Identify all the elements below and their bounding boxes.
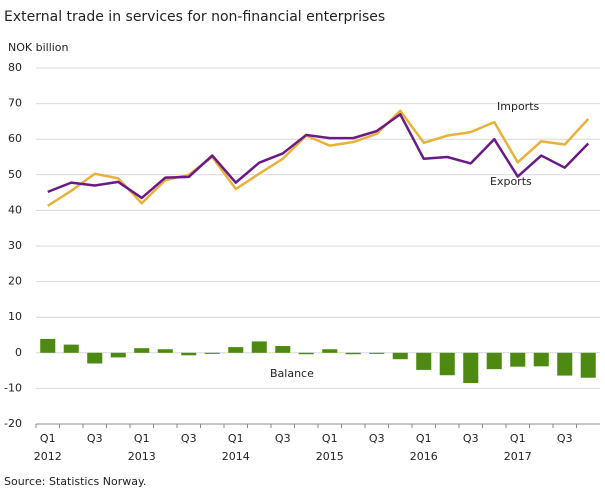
bar <box>557 352 573 376</box>
bar <box>87 352 103 364</box>
bar <box>439 352 455 376</box>
bar <box>63 344 79 353</box>
x-year-label: 2013 <box>128 450 156 463</box>
bar <box>369 352 385 354</box>
y-tick-label: 60 <box>8 132 22 145</box>
bar <box>40 338 56 353</box>
y-tick-label: -20 <box>4 417 22 430</box>
series-label: Balance <box>270 367 314 380</box>
bar <box>228 347 244 353</box>
x-tick-label: Q1 <box>510 432 526 445</box>
bar <box>533 352 549 367</box>
y-tick-label: 70 <box>8 97 22 110</box>
bar <box>110 352 126 358</box>
x-tick-label: Q3 <box>275 432 291 445</box>
chart-title: External trade in services for non-finan… <box>4 9 385 25</box>
x-tick-label: Q1 <box>40 432 56 445</box>
bar <box>463 352 479 384</box>
x-tick-label: Q3 <box>463 432 479 445</box>
y-tick-label: 20 <box>8 275 22 288</box>
y-tick-label: -10 <box>4 381 22 394</box>
x-tick-label: Q1 <box>322 432 338 445</box>
bar <box>204 352 220 354</box>
series-label: Exports <box>490 175 532 188</box>
bar <box>275 346 291 353</box>
x-year-label: 2015 <box>316 450 344 463</box>
bar <box>157 349 173 353</box>
x-tick-label: Q1 <box>416 432 432 445</box>
x-tick-label: Q3 <box>87 432 103 445</box>
x-year-label: 2014 <box>222 450 250 463</box>
bar <box>580 352 596 378</box>
bar <box>298 352 314 355</box>
y-tick-label: 30 <box>8 239 22 252</box>
x-tick-label: Q1 <box>134 432 150 445</box>
x-year-label: 2012 <box>34 450 62 463</box>
x-tick-label: Q3 <box>181 432 197 445</box>
x-tick-label: Q3 <box>369 432 385 445</box>
bar <box>486 352 502 370</box>
bar <box>251 341 267 353</box>
y-tick-label: 50 <box>8 168 22 181</box>
bar <box>322 349 338 353</box>
x-tick-label: Q1 <box>228 432 244 445</box>
x-year-label: 2016 <box>410 450 438 463</box>
y-axis-label: NOK billion <box>8 41 69 54</box>
bar <box>181 352 197 356</box>
series-label: Imports <box>497 100 540 113</box>
x-year-label: 2017 <box>504 450 532 463</box>
bar <box>345 352 361 355</box>
bar <box>392 352 408 360</box>
y-tick-label: 0 <box>15 346 22 359</box>
bar <box>510 352 526 367</box>
x-tick-label: Q3 <box>557 432 573 445</box>
line <box>47 109 590 207</box>
bar <box>134 348 150 353</box>
bar <box>416 352 432 370</box>
y-tick-label: 40 <box>8 203 22 216</box>
y-tick-label: 80 <box>8 61 22 74</box>
source: Source: Statistics Norway. <box>4 475 146 488</box>
line <box>47 113 590 200</box>
y-tick-label: 10 <box>8 310 22 323</box>
